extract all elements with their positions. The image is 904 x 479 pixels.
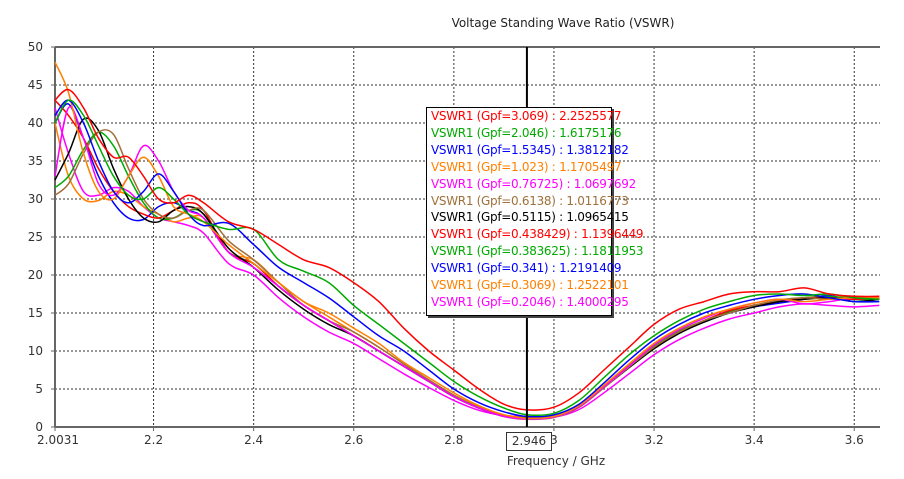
x-tick-label: 3 — [550, 433, 558, 447]
legend-entry: VSWR1 (Gpf=0.76725) : 1.0697692 — [431, 176, 636, 191]
y-tick-label: 15 — [28, 306, 43, 320]
y-axis-ticks: 0 5 10 15 20 25 30 35 40 45 50 — [28, 40, 55, 434]
y-tick-label: 45 — [28, 78, 43, 92]
y-tick-label: 30 — [28, 192, 43, 206]
legend-entry: VSWR1 (Gpf=1.5345) : 1.3812182 — [431, 142, 629, 157]
y-tick-label: 20 — [28, 268, 43, 282]
legend-entry: VSWR1 (Gpf=2.046) : 1.6175176 — [431, 125, 622, 140]
series-line — [54, 99, 880, 417]
series-line — [54, 99, 880, 418]
legend-entry: VSWR1 (Gpf=3.069) : 2.2525577 — [431, 109, 622, 123]
x-tick-label: 2.8 — [444, 433, 463, 447]
marker-x-value[interactable]: 2.946 — [506, 432, 552, 451]
x-tick-label: 2.6 — [344, 433, 363, 447]
y-tick-label: 10 — [28, 344, 43, 358]
y-tick-label: 0 — [35, 420, 43, 434]
x-tick-label: 3.2 — [645, 433, 664, 447]
y-tick-label: 50 — [28, 40, 43, 54]
legend-entry: VSWR1 (Gpf=1.023) : 1.1705497 — [431, 159, 622, 174]
y-tick-label: 35 — [28, 154, 43, 168]
y-tick-label: 25 — [28, 230, 43, 244]
series-lines — [54, 61, 880, 421]
legend-entry: VSWR1 (Gpf=0.2046) : 1.4000295 — [431, 294, 629, 309]
x-tick-label: 2.0031 — [37, 433, 79, 447]
legend-entry: VSWR1 (Gpf=0.383625) : 1.1811953 — [431, 244, 644, 259]
legend-entry: VSWR1 (Gpf=0.6138) : 1.0116773 — [431, 193, 629, 208]
x-tick-label: 2.4 — [244, 433, 263, 447]
marker-readout-legend: VSWR1 (Gpf=3.069) : 2.2525577 VSWR1 (Gpf=… — [426, 107, 644, 316]
legend-entry: VSWR1 (Gpf=0.438429) : 1.1396449 — [431, 227, 644, 242]
series-line — [54, 129, 880, 421]
legend-entry: VSWR1 (Gpf=0.3069) : 1.2522101 — [431, 278, 629, 293]
x-axis-label: Frequency / GHz — [507, 454, 605, 468]
y-tick-label: 5 — [35, 382, 43, 396]
series-line — [54, 61, 880, 419]
x-axis-ticks: 2.0031 2.2 2.4 2.6 2.8 3 3.2 3.4 3.6 — [37, 427, 864, 447]
legend-entry: VSWR1 (Gpf=0.5115) : 1.0965415 — [431, 210, 629, 225]
series-line — [54, 88, 880, 411]
chart-title: Voltage Standing Wave Ratio (VSWR) — [452, 16, 675, 30]
y-tick-label: 40 — [28, 116, 43, 130]
x-tick-label: 3.6 — [845, 433, 864, 447]
x-tick-label: 2.2 — [144, 433, 163, 447]
legend-entry: VSWR1 (Gpf=0.341) : 1.2191409 — [431, 261, 622, 276]
x-tick-label: 3.4 — [745, 433, 764, 447]
